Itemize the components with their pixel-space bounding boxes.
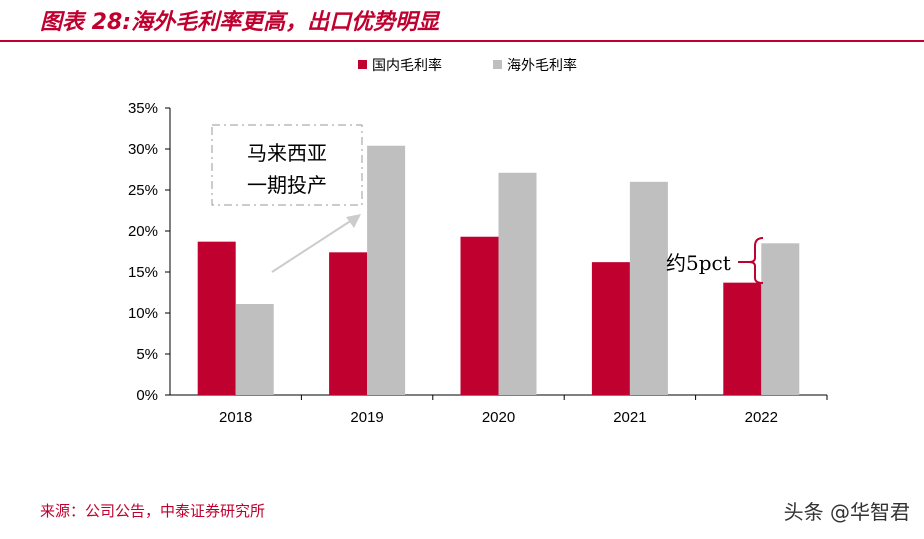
x-tick-label: 2018	[219, 409, 252, 426]
annotation-text: 一期投产	[247, 173, 327, 197]
bar-overseas	[235, 303, 274, 395]
bar-overseas	[498, 172, 537, 395]
y-tick-label: 10%	[128, 305, 158, 322]
x-tick-label: 2021	[613, 409, 646, 426]
gap-brace	[748, 237, 764, 284]
legend-label: 海外毛利率	[507, 57, 577, 74]
legend-swatch	[493, 60, 502, 69]
y-tick-label: 0%	[136, 387, 158, 404]
bar-domestic	[197, 241, 236, 395]
y-tick-label: 30%	[128, 141, 158, 158]
bar-overseas	[629, 181, 668, 395]
x-tick-label: 2022	[745, 409, 778, 426]
bar-domestic	[591, 262, 630, 395]
legend-label: 国内毛利率	[372, 57, 442, 74]
y-tick-label: 15%	[128, 264, 158, 281]
bar-overseas	[761, 243, 800, 395]
bar-overseas	[367, 145, 406, 395]
x-tick-label: 2019	[350, 409, 383, 426]
gap-label: 约5pct	[666, 251, 731, 275]
source-note: 来源：公司公告，中泰证券研究所	[40, 502, 266, 520]
y-tick-label: 5%	[136, 346, 158, 363]
watermark: 头条 @华智君	[783, 500, 910, 524]
legend-swatch	[358, 60, 367, 69]
annotation-box	[211, 124, 363, 206]
arrow-head	[346, 214, 361, 228]
title-rule	[0, 40, 924, 42]
x-tick-label: 2020	[482, 409, 515, 426]
y-tick-label: 35%	[128, 100, 158, 117]
bar-domestic	[460, 236, 499, 395]
bar-domestic	[723, 282, 762, 395]
annotation-text: 马来西亚	[247, 141, 327, 165]
annotation-arrow	[271, 219, 353, 273]
y-tick-label: 25%	[128, 182, 158, 199]
figure-title: 图表 28:海外毛利率更高，出口优势明显	[40, 10, 440, 35]
y-tick-label: 20%	[128, 223, 158, 240]
bar-domestic	[329, 252, 368, 395]
